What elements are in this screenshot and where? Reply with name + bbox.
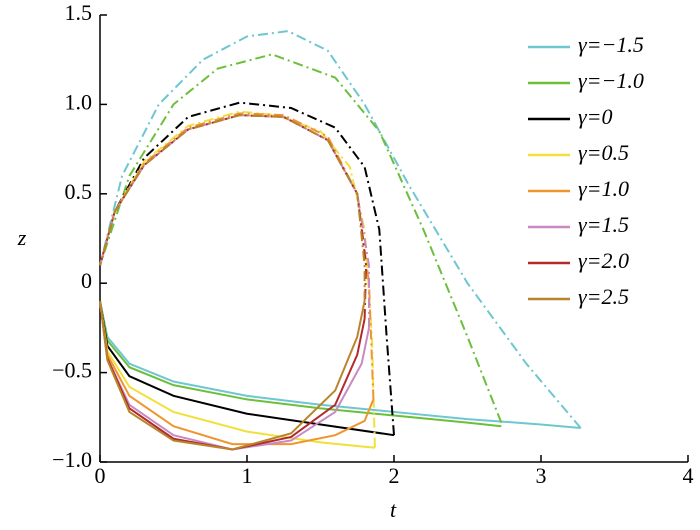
- legend-label: γ=0.5: [578, 140, 629, 165]
- series-line: [99, 114, 366, 302]
- series-line: [99, 114, 368, 319]
- y-tick-label: 1.5: [65, 0, 93, 25]
- legend-label: γ=−1.0: [578, 68, 644, 93]
- legend-label: γ=−1.5: [578, 32, 644, 57]
- x-tick-label: 3: [536, 463, 547, 488]
- series-line: [99, 300, 370, 451]
- series-line: [99, 300, 375, 446]
- y-tick-label: 0.5: [65, 179, 93, 204]
- series-line: [99, 30, 582, 429]
- legend-label: γ=2.0: [578, 248, 629, 273]
- y-tick-label: −1.0: [52, 447, 92, 472]
- x-tick-label: 4: [683, 463, 694, 488]
- x-tick-label: 2: [389, 463, 400, 488]
- y-tick-label: 1.0: [65, 89, 93, 114]
- x-tick-label: 1: [242, 463, 253, 488]
- legend-label: γ=0: [578, 104, 613, 129]
- legend-label: γ=1.5: [578, 212, 629, 237]
- x-axis-label: t: [390, 497, 397, 522]
- series-line: [99, 300, 581, 430]
- series-line: [99, 101, 395, 436]
- series-line: [99, 300, 366, 451]
- series-line: [99, 114, 371, 328]
- legend-label: γ=1.0: [578, 176, 629, 201]
- legend-label: γ=2.5: [578, 284, 629, 309]
- x-tick-label: 0: [95, 463, 106, 488]
- series-line: [99, 300, 502, 428]
- y-tick-label: −0.5: [52, 358, 92, 383]
- series-line: [99, 53, 503, 424]
- y-tick-label: 0: [81, 268, 92, 293]
- y-axis-label: z: [17, 225, 27, 250]
